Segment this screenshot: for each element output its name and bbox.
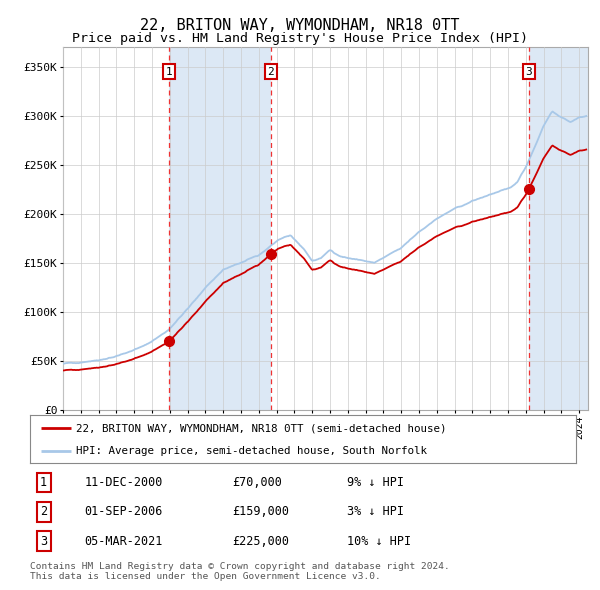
Bar [169,47,271,410]
Text: £70,000: £70,000 [232,476,282,489]
Text: 05-MAR-2021: 05-MAR-2021 [85,535,163,548]
Text: 22, BRITON WAY, WYMONDHAM, NR18 0TT: 22, BRITON WAY, WYMONDHAM, NR18 0TT [140,18,460,32]
Bar [529,47,588,410]
Text: 2: 2 [268,67,274,77]
Text: £159,000: £159,000 [232,505,289,519]
Text: HPI: Average price, semi-detached house, South Norfolk: HPI: Average price, semi-detached house,… [76,445,427,455]
Text: Price paid vs. HM Land Registry's House Price Index (HPI): Price paid vs. HM Land Registry's House … [72,32,528,45]
Text: £225,000: £225,000 [232,535,289,548]
Text: 3: 3 [40,535,47,548]
Text: 10% ↓ HPI: 10% ↓ HPI [347,535,411,548]
Text: Contains HM Land Registry data © Crown copyright and database right 2024.
This d: Contains HM Land Registry data © Crown c… [30,562,450,581]
Text: 01-SEP-2006: 01-SEP-2006 [85,505,163,519]
Text: 1: 1 [40,476,47,489]
Text: 11-DEC-2000: 11-DEC-2000 [85,476,163,489]
Text: 3% ↓ HPI: 3% ↓ HPI [347,505,404,519]
Text: 3: 3 [526,67,532,77]
Text: 9% ↓ HPI: 9% ↓ HPI [347,476,404,489]
Text: 1: 1 [166,67,172,77]
Text: 22, BRITON WAY, WYMONDHAM, NR18 0TT (semi-detached house): 22, BRITON WAY, WYMONDHAM, NR18 0TT (sem… [76,423,447,433]
Text: 2: 2 [40,505,47,519]
